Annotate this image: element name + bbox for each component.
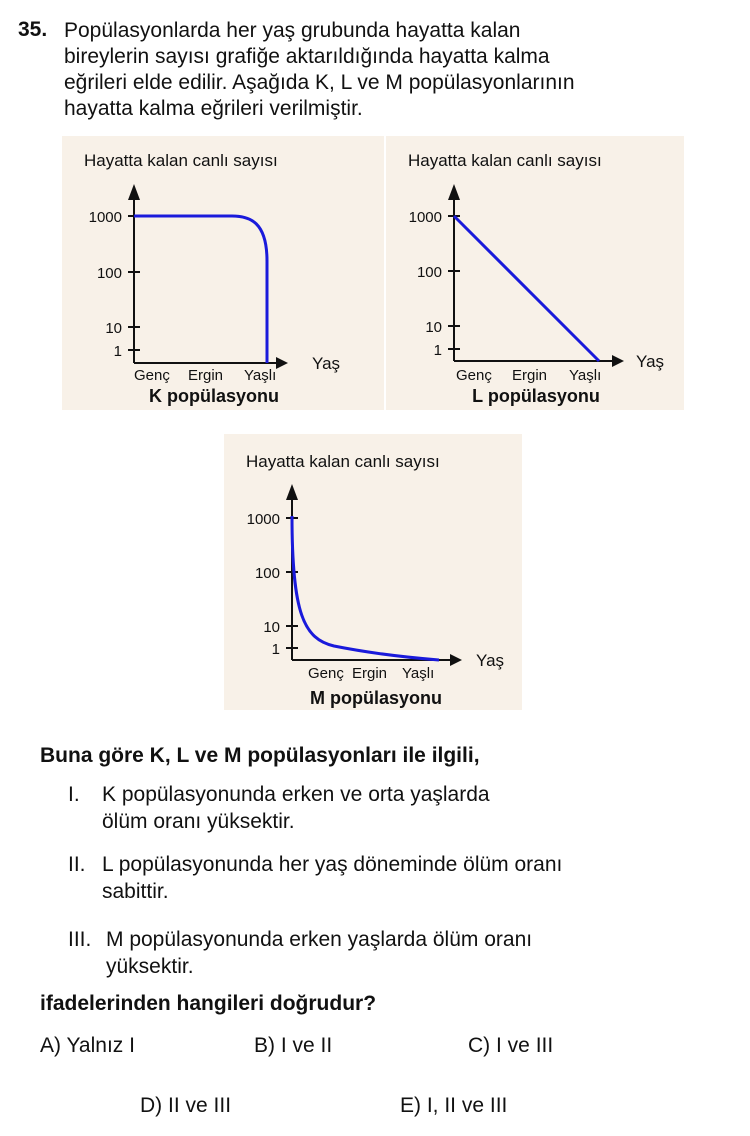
chart-k-ytick: 1	[114, 343, 122, 360]
chart-m-x-arrow	[450, 654, 462, 666]
option-text: Yalnız I	[66, 1034, 135, 1057]
statement-line: K popülasyonunda erken ve orta yaşlarda	[102, 783, 490, 806]
statement-number: I.	[68, 783, 80, 806]
chart-m-xtick: Yaşlı	[402, 665, 434, 682]
option-letter: B)	[254, 1034, 275, 1057]
chart-m-xtick: Genç	[308, 665, 344, 682]
chart-m-svg: Hayatta kalan canlı sayısı 1000 100 10 1…	[246, 452, 504, 708]
chart-m-ytick: 1	[272, 641, 280, 658]
chart-k-xtick: Genç	[134, 367, 170, 384]
intro-line: eğrileri elde edilir. Aşağıda K, L ve M …	[64, 71, 575, 94]
statement-number: II.	[68, 853, 86, 876]
chart-m-ytick: 100	[255, 565, 280, 582]
chart-l-xlabel: Yaş	[636, 352, 664, 371]
chart-m-ytick: 10	[263, 619, 280, 636]
statement-2: II. L popülasyonunda her yaş döneminde ö…	[68, 851, 708, 907]
chart-k-ytick: 1000	[89, 209, 122, 226]
option-text: I ve II	[280, 1034, 333, 1057]
chart-l-xtick: Genç	[456, 367, 492, 384]
option-d[interactable]: D) II ve III	[140, 1094, 231, 1118]
statement-text: K popülasyonunda erken ve orta yaşlarda …	[102, 781, 490, 835]
chart-k-ytick: 10	[105, 320, 122, 337]
question-prompt: Buna göre K, L ve M popülasyonları ile i…	[40, 744, 480, 767]
chart-l-ylabel: Hayatta kalan canlı sayısı	[408, 151, 602, 170]
intro-line: bireylerin sayısı grafiğe aktarıldığında…	[64, 45, 550, 68]
option-text: I, II ve III	[426, 1094, 508, 1117]
question-intro: Popülasyonlarda her yaş grubunda hayatta…	[64, 18, 724, 122]
option-b[interactable]: B) I ve II	[254, 1034, 332, 1058]
option-letter: C)	[468, 1034, 491, 1057]
option-e[interactable]: E) I, II ve III	[400, 1094, 507, 1118]
chart-m-curve	[290, 515, 440, 662]
option-a[interactable]: A) Yalnız I	[40, 1034, 135, 1058]
chart-k-xtick: Yaşlı	[244, 367, 276, 384]
option-text: I ve III	[496, 1034, 554, 1057]
chart-k-xlabel: Yaş	[312, 354, 340, 373]
intro-line: hayatta kalma eğrileri verilmiştir.	[64, 97, 363, 120]
chart-l-xtick: Yaşlı	[569, 367, 601, 384]
chart-l-title: L popülasyonu	[472, 386, 600, 406]
chart-k-ylabel: Hayatta kalan canlı sayısı	[84, 151, 278, 170]
chart-m-ylabel: Hayatta kalan canlı sayısı	[246, 452, 440, 471]
statement-3: III. M popülasyonunda erken yaşlarda ölü…	[68, 926, 708, 982]
chart-l-ytick: 1000	[409, 209, 442, 226]
chart-m-title: M popülasyonu	[310, 688, 442, 708]
chart-l-panel: Hayatta kalan canlı sayısı 1000 100 10 1…	[386, 136, 684, 410]
statement-text: M popülasyonunda erken yaşlarda ölüm ora…	[106, 926, 532, 980]
option-c[interactable]: C) I ve III	[468, 1034, 553, 1058]
chart-k-svg: Hayatta kalan canlı sayısı 1000 100 10 1…	[84, 151, 340, 406]
statement-1: I. K popülasyonunda erken ve orta yaşlar…	[68, 781, 708, 837]
chart-l-y-arrow	[448, 184, 460, 200]
chart-k-xtick: Ergin	[188, 367, 223, 384]
chart-m-panel: Hayatta kalan canlı sayısı 1000 100 10 1…	[224, 434, 522, 710]
statement-number: III.	[68, 928, 92, 951]
option-text: II ve III	[168, 1094, 232, 1117]
chart-k-panel: Hayatta kalan canlı sayısı 1000 100 10 1…	[62, 136, 384, 410]
chart-k-title: K popülasyonu	[149, 386, 279, 406]
question-number: 35.	[18, 18, 48, 41]
statement-line: M popülasyonunda erken yaşlarda ölüm ora…	[106, 928, 533, 951]
statement-line: yüksektir.	[106, 955, 194, 978]
intro-line: Popülasyonlarda her yaş grubunda hayatta…	[64, 19, 521, 42]
chart-l-svg: Hayatta kalan canlı sayısı 1000 100 10 1…	[408, 151, 664, 406]
option-letter: D)	[140, 1094, 163, 1117]
statement-line: sabittir.	[102, 880, 169, 903]
statement-text: L popülasyonunda her yaş döneminde ölüm …	[102, 851, 562, 905]
statement-line: ölüm oranı yüksektir.	[102, 810, 295, 833]
chart-m-xlabel: Yaş	[476, 651, 504, 670]
chart-k-curve	[134, 214, 269, 363]
chart-l-x-arrow	[612, 355, 624, 367]
chart-l-ytick: 10	[425, 319, 442, 336]
chart-k-x-arrow	[276, 357, 288, 369]
chart-m-y-arrow	[286, 484, 298, 500]
option-letter: E)	[400, 1094, 421, 1117]
chart-l-ytick: 100	[417, 264, 442, 281]
question-closing: ifadelerinden hangileri doğrudur?	[40, 992, 377, 1015]
chart-k-y-arrow	[128, 184, 140, 200]
chart-m-ytick: 1000	[247, 511, 280, 528]
chart-l-curve	[452, 214, 601, 363]
chart-l-ytick: 1	[434, 342, 442, 359]
chart-k-ytick: 100	[97, 265, 122, 282]
statement-line: L popülasyonunda her yaş döneminde ölüm …	[102, 853, 563, 876]
chart-l-xtick: Ergin	[512, 367, 547, 384]
option-letter: A)	[40, 1034, 61, 1057]
chart-m-xtick: Ergin	[352, 665, 387, 682]
